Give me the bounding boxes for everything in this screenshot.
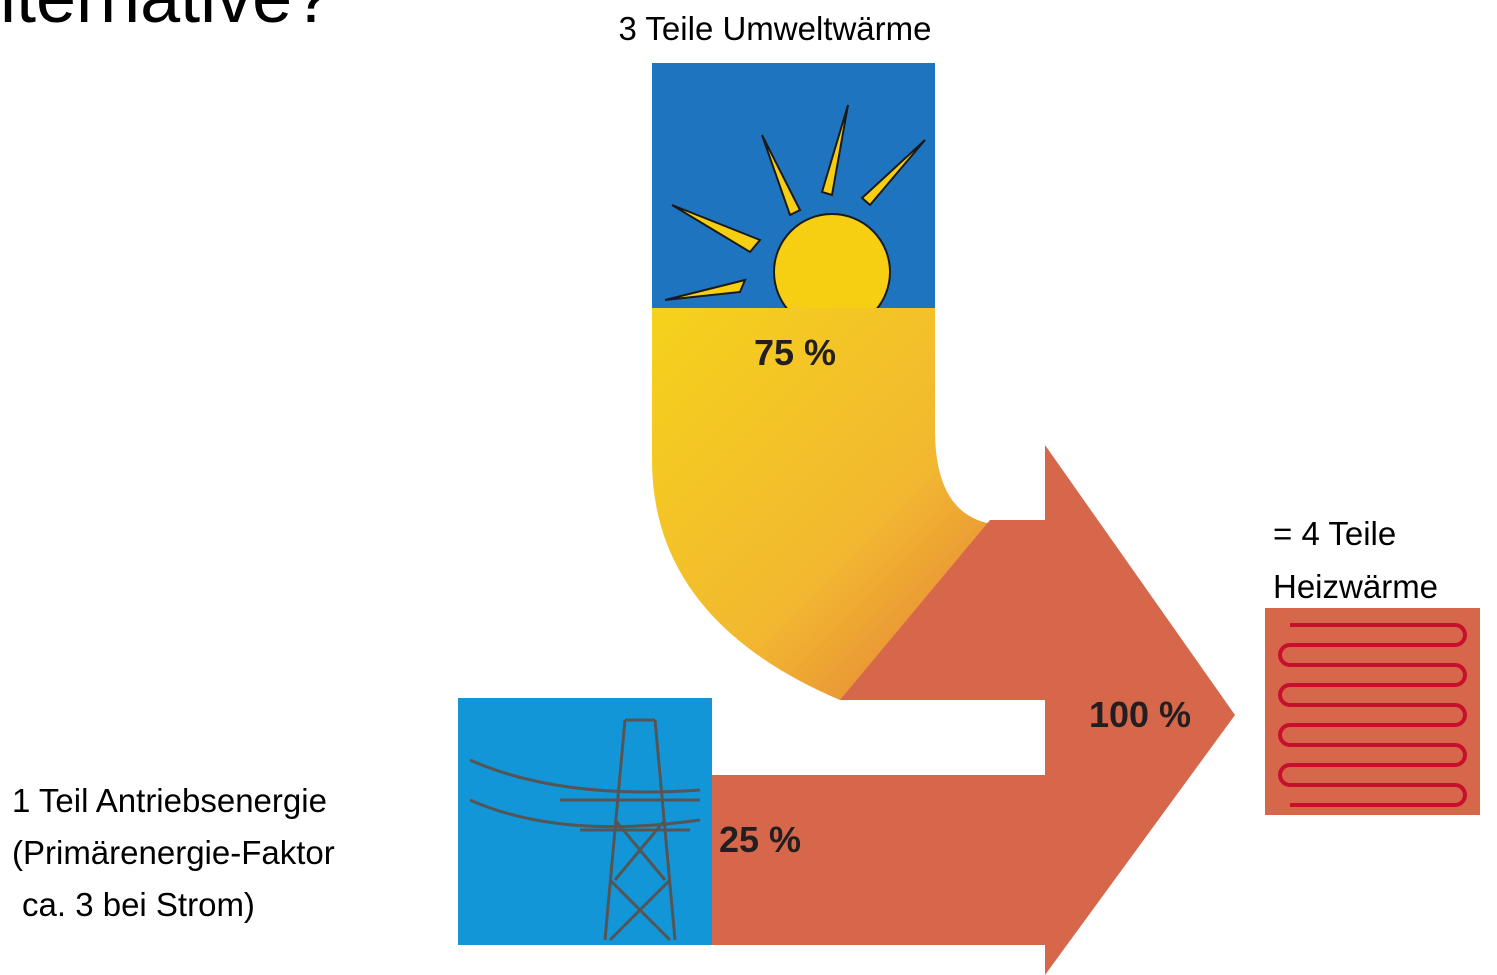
output-label: = 4 Teile bbox=[1273, 515, 1396, 552]
drive-label: (Primärenergie-Faktor bbox=[12, 834, 335, 871]
output-label: Heizwärme bbox=[1273, 568, 1438, 605]
power-box bbox=[458, 698, 712, 945]
drive-share: 25 % bbox=[719, 819, 801, 860]
drive-label: ca. 3 bei Strom) bbox=[22, 886, 255, 923]
ambient-label: 3 Teile Umweltwärme bbox=[619, 10, 932, 47]
output-share: 100 % bbox=[1089, 694, 1191, 735]
ambient-share: 75 % bbox=[754, 332, 836, 373]
title: lternative? bbox=[0, 0, 332, 38]
drive-label: 1 Teil Antriebsenergie bbox=[12, 782, 327, 819]
diagram: lternative? 3 Teile Umweltwärme 75 % 25 … bbox=[0, 0, 1497, 975]
page: lternative? 3 Teile Umweltwärme 75 % 25 … bbox=[0, 0, 1497, 975]
